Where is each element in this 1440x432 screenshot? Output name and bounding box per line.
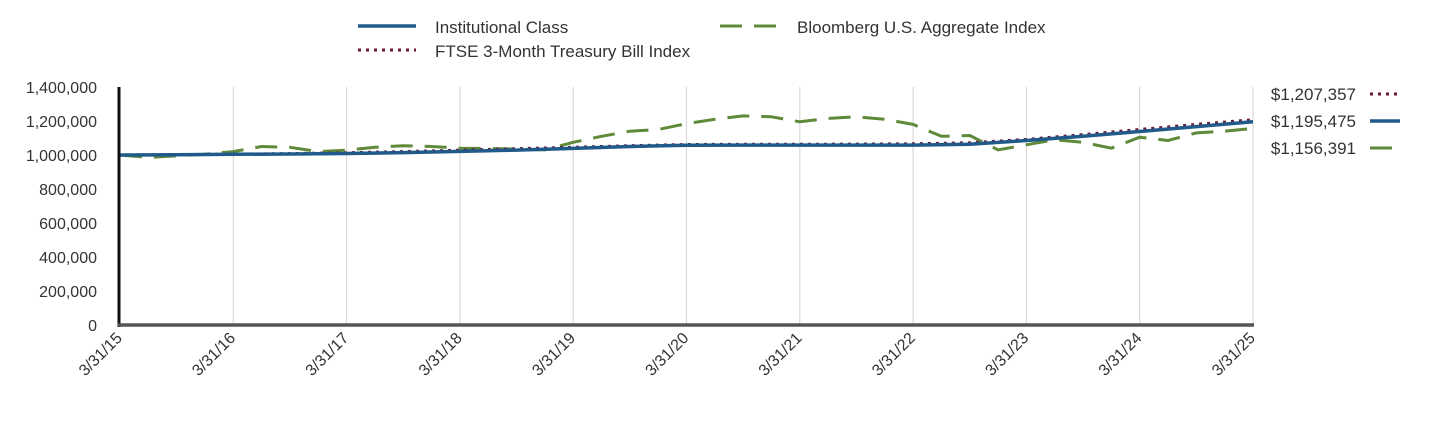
x-tick-label-6: 3/31/21 (756, 330, 806, 380)
y-axis-ticks: 0 200,000 400,000 600,000 800,000 1,000,000 1,… (26, 80, 97, 335)
y-tick-label-7: 1,400,000 (26, 80, 97, 97)
y-tick-label-6: 1,200,000 (26, 114, 97, 131)
series-lines (119, 114, 1254, 159)
gridlines (232, 87, 1254, 325)
y-tick-label-5: 1,000,000 (26, 148, 97, 165)
x-tick-label-7: 3/31/22 (869, 330, 919, 380)
x-tick-label-0: 3/31/15 (76, 330, 126, 380)
legend-label-2: Bloomberg U.S. Aggregate Index (797, 18, 1046, 37)
legend-label-0: Institutional Class (435, 18, 568, 37)
y-tick-label-3: 600,000 (39, 216, 97, 233)
x-tick-label-2: 3/31/17 (303, 330, 353, 380)
x-tick-label-4: 3/31/19 (529, 330, 579, 380)
legend-label-1: FTSE 3-Month Treasury Bill Index (435, 42, 691, 61)
end-value-label-0: $1,195,475 (1271, 112, 1356, 131)
x-tick-label-5: 3/31/20 (643, 330, 693, 380)
end-value-label-1: $1,207,357 (1271, 85, 1356, 104)
legend: Institutional Class FTSE 3-Month Treasury… (358, 18, 1046, 61)
y-tick-label-4: 800,000 (39, 182, 97, 199)
y-tick-label-1: 200,000 (39, 284, 97, 301)
x-tick-label-1: 3/31/16 (189, 330, 239, 380)
x-axis-ticks: 3/31/15 3/31/16 3/31/17 3/31/18 3/31/19 3/31/… (76, 330, 1259, 380)
axes (117, 87, 1254, 327)
y-tick-label-2: 400,000 (39, 250, 97, 267)
end-value-label-2: $1,156,391 (1271, 139, 1356, 158)
x-tick-label-10: 3/31/25 (1209, 330, 1259, 380)
series-line-0 (119, 120, 1254, 157)
x-tick-label-3: 3/31/18 (416, 330, 466, 380)
series-line-2 (119, 114, 1254, 159)
y-tick-label-0: 0 (88, 318, 97, 335)
x-tick-label-9: 3/31/24 (1096, 330, 1146, 380)
x-tick-label-8: 3/31/23 (982, 330, 1032, 380)
end-labels: $1,195,475 $1,207,357 $1,156,391 (1271, 85, 1400, 158)
